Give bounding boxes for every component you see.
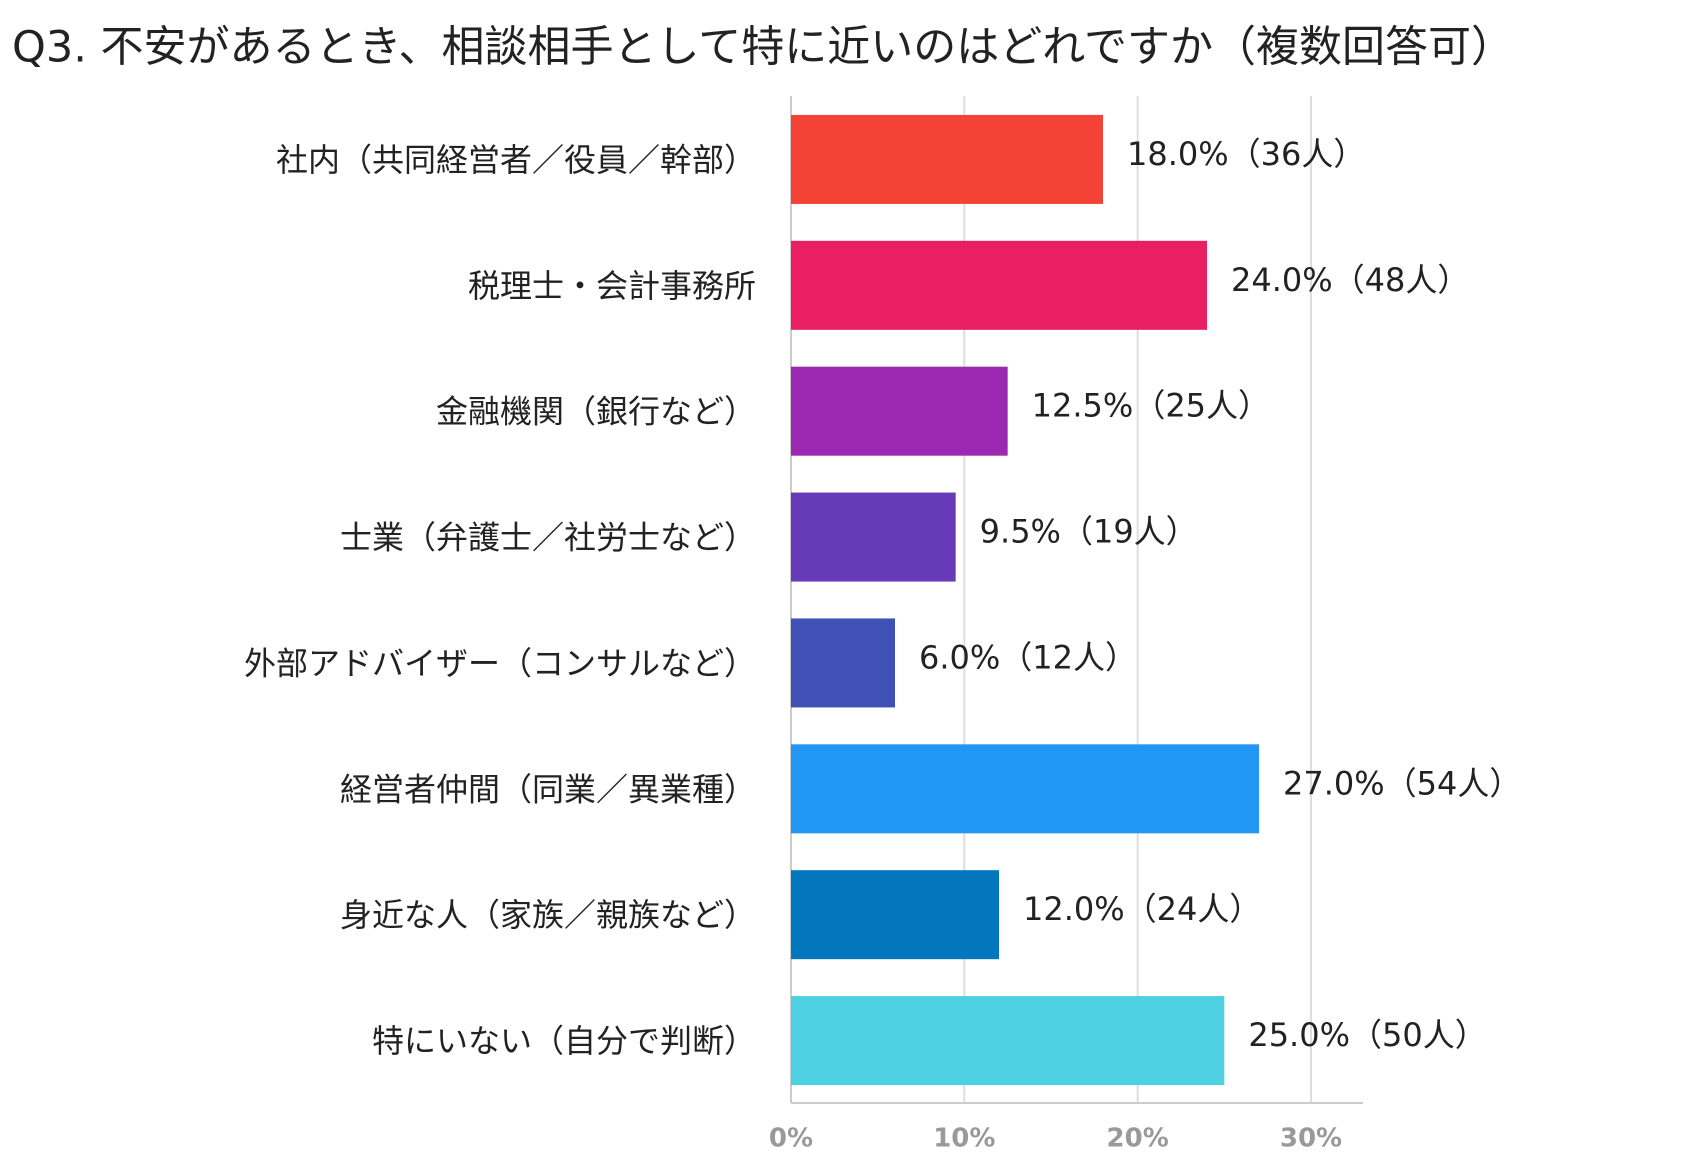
y-tick-label: 身近な人（家族／親族など） — [340, 896, 756, 934]
bar — [791, 996, 1225, 1086]
bar — [791, 744, 1259, 834]
y-tick-label: 社内（共同経営者／役員／幹部） — [276, 141, 756, 179]
data-label: 9.5%（19人） — [980, 513, 1198, 551]
bar — [791, 240, 1207, 330]
x-tick-label: 20% — [1107, 1124, 1169, 1154]
x-tick-label: 0% — [769, 1124, 813, 1154]
y-tick-label: 士業（弁護士／社労士など） — [340, 519, 756, 557]
y-tick-label: 経営者仲間（同業／異業種） — [340, 770, 756, 808]
bar — [791, 366, 1008, 456]
y-tick-label: 金融機関（銀行など） — [436, 393, 756, 431]
data-label: 24.0%（48人） — [1231, 261, 1469, 299]
y-tick-label: 税理士・会計事務所 — [468, 267, 756, 305]
y-tick-label: 外部アドバイザー（コンサルなど） — [244, 644, 756, 682]
bar — [791, 618, 895, 708]
data-label: 18.0%（36人） — [1127, 135, 1365, 173]
x-tick-label: 10% — [933, 1124, 995, 1154]
data-label: 27.0%（54人） — [1283, 764, 1521, 802]
data-label: 6.0%（12人） — [919, 638, 1137, 676]
bar — [791, 870, 999, 960]
data-label: 25.0%（50人） — [1248, 1016, 1486, 1054]
x-tick-label: 30% — [1280, 1124, 1342, 1154]
data-label: 12.0%（24人） — [1023, 890, 1261, 928]
bar — [791, 492, 956, 582]
y-tick-label: 特にいない（自分で判断） — [372, 1022, 756, 1060]
chart-title: Q3. 不安があるとき、相談相手として特に近いのはどれですか（複数回答可） — [12, 23, 1514, 73]
bar — [791, 114, 1103, 204]
data-label: 12.5%（25人） — [1032, 387, 1270, 425]
